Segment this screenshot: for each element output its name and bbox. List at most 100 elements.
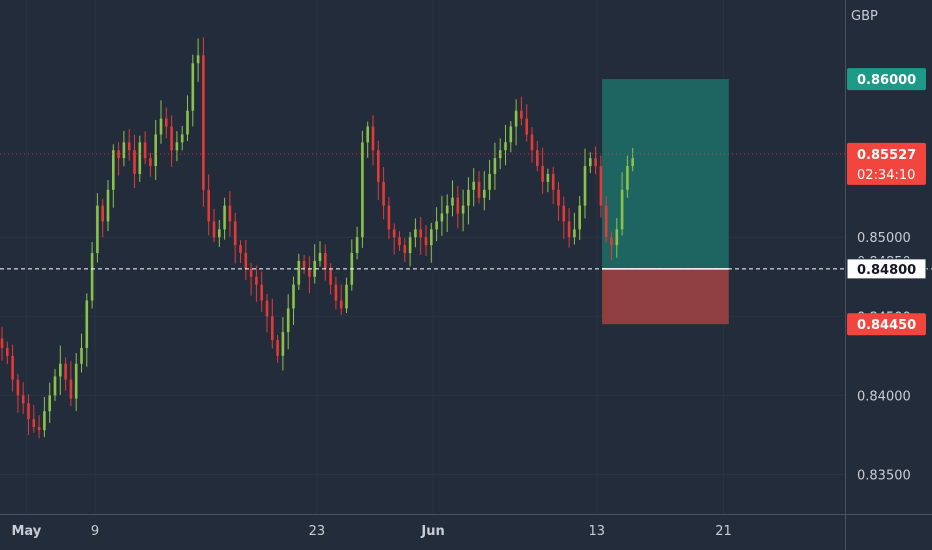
candle — [599, 155, 603, 218]
candle-body — [414, 229, 417, 238]
candle-body — [451, 197, 454, 206]
candle-body — [493, 158, 497, 174]
candle — [207, 174, 210, 236]
candle-body — [583, 166, 587, 206]
candle — [286, 294, 290, 350]
candle-body — [520, 110, 523, 119]
candle-body — [37, 427, 41, 431]
candle — [127, 129, 131, 161]
candle-body — [445, 205, 449, 214]
candle-body — [477, 181, 481, 198]
candle-body — [504, 142, 507, 151]
candle — [112, 144, 115, 208]
candle-body — [32, 419, 36, 428]
candle-body — [392, 229, 396, 238]
candle — [6, 341, 9, 365]
candle-body — [276, 340, 279, 356]
candle — [244, 239, 248, 280]
candle — [430, 222, 433, 263]
candle-body — [456, 197, 460, 214]
candle — [175, 131, 179, 162]
candle — [578, 195, 581, 241]
candle — [43, 396, 46, 438]
candle — [536, 141, 539, 172]
candle-body — [170, 126, 173, 151]
x-tick-label: Jun — [420, 524, 444, 539]
candle-body — [467, 189, 470, 206]
candle-body — [207, 189, 210, 222]
candle-body — [90, 253, 94, 301]
candle-body — [371, 126, 375, 151]
candle-body — [551, 173, 555, 190]
candle — [265, 293, 269, 333]
candle-body — [255, 276, 258, 285]
candle-body — [80, 347, 83, 364]
candle-body — [196, 55, 200, 64]
y-tick-label: 0.83500 — [857, 468, 911, 483]
candle-body — [530, 134, 534, 151]
candle-body — [366, 126, 369, 143]
candle-body — [536, 150, 539, 167]
candle — [541, 147, 544, 194]
candle — [451, 180, 454, 217]
candle-body — [589, 158, 592, 167]
candle — [589, 152, 592, 174]
candle — [567, 208, 571, 248]
candle — [74, 353, 78, 412]
candle — [615, 218, 619, 258]
candle-body — [488, 173, 491, 190]
candle-body — [74, 363, 78, 399]
candle — [557, 181, 560, 221]
candle — [191, 54, 195, 127]
candle-body — [0, 338, 4, 348]
candle-body — [377, 150, 380, 182]
candle — [424, 224, 428, 256]
candle — [292, 276, 295, 325]
entry-price-tag-bg — [846, 258, 927, 280]
candle — [16, 373, 20, 413]
candle-body — [43, 411, 46, 431]
price-lines — [0, 153, 932, 270]
candle-body — [541, 166, 544, 182]
candle — [32, 405, 36, 433]
candle — [318, 241, 322, 267]
candle — [90, 241, 94, 309]
candle — [408, 232, 412, 267]
candle — [493, 142, 497, 190]
candle-body — [483, 189, 486, 198]
candle-body — [165, 118, 168, 127]
candle-body — [138, 142, 142, 174]
candle — [249, 262, 253, 296]
candle-body — [16, 379, 20, 396]
candle — [80, 333, 83, 373]
candle-body — [286, 308, 290, 333]
candle-body — [631, 158, 634, 167]
candle-body — [329, 268, 332, 285]
candle — [414, 218, 417, 248]
candle-body — [578, 205, 581, 230]
candle — [302, 255, 306, 274]
candle-body — [143, 142, 147, 159]
candle-body — [604, 205, 608, 238]
candle — [483, 171, 486, 211]
x-tick-label: May — [12, 524, 42, 539]
candle — [504, 125, 507, 166]
candle — [509, 121, 513, 153]
candle-body — [599, 166, 603, 206]
candle-body — [271, 316, 274, 341]
candle-body — [265, 300, 269, 317]
x-tick-label: 23 — [309, 524, 326, 539]
candle-body — [345, 284, 348, 309]
candle — [361, 130, 364, 248]
candle-body — [424, 237, 428, 246]
current-price-tag-bg — [847, 142, 926, 185]
target-price-tag-text: 0.86000 — [857, 73, 916, 88]
candle — [366, 121, 369, 158]
candle-body — [626, 166, 629, 190]
candle-body — [620, 189, 624, 230]
candle-body — [313, 260, 316, 277]
candle — [53, 369, 57, 401]
candle — [467, 177, 470, 225]
candle — [180, 125, 184, 151]
